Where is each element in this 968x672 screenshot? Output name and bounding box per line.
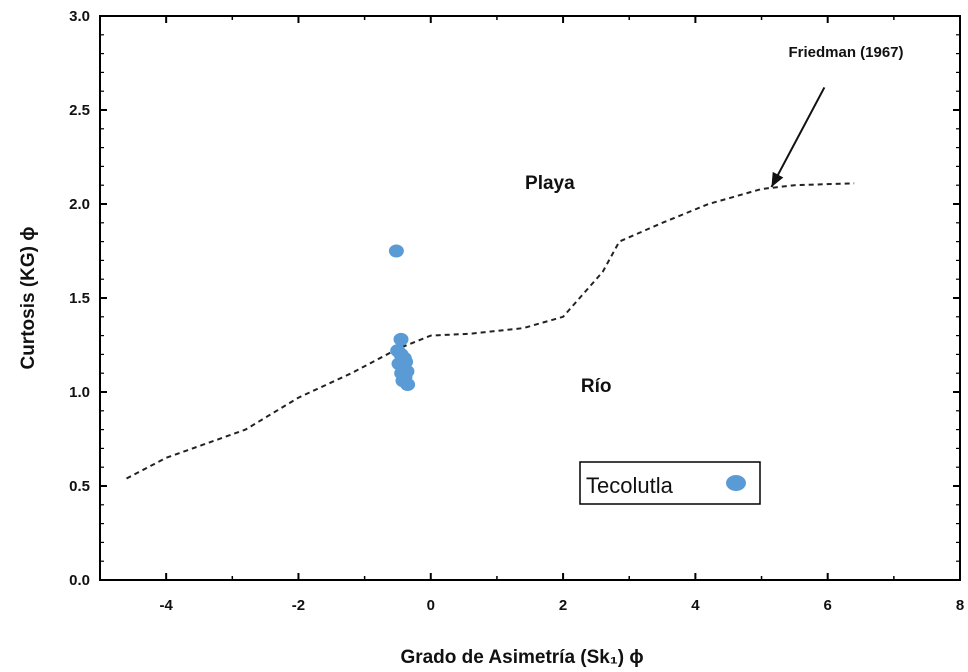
region-label-ro: Río [581,376,612,397]
annotation-arrow-head [771,171,784,188]
data-point [400,377,416,391]
boundary-polyline [126,182,855,480]
data-point [388,244,404,258]
annotation-arrow-shaft [770,86,826,188]
y-tick-label: 3.0 [69,8,90,25]
annotation-label: Friedman (1967) [788,44,903,61]
y-tick-label: 1.5 [69,290,90,307]
x-tick-label: 4 [691,597,700,614]
axes: -4 -2 0 2 4 6 8 0.0 0.5 1.0 1.5 2.0 2.5 3.0 Grado de A… [18,8,964,668]
data-point [393,332,409,346]
region-label-playa: Playa [525,173,575,194]
x-tick-label: -2 [292,597,305,614]
legend: Tecolutla [579,461,761,505]
x-tick-label: 8 [956,597,964,614]
plot-frame [99,15,961,581]
chart-labels: Playa Río Friedman (1967) [525,44,904,397]
data-points [388,244,416,391]
legend-label: Tecolutla [586,473,674,498]
y-tick-label: 2.5 [69,102,90,119]
y-tick-label: 0.0 [69,572,90,589]
y-tick-label: 1.0 [69,384,90,401]
x-axis-title: Grado de Asimetría (Sk₁) ϕ [400,647,643,668]
y-tick-label: 0.5 [69,478,90,495]
x-tick-label: 2 [559,597,567,614]
x-tick-label: 0 [427,597,435,614]
y-tick-label: 2.0 [69,196,90,213]
legend-marker [726,475,746,491]
x-tick-label: 6 [824,597,832,614]
y-axis-title: Curtosis (KG) ϕ [18,226,39,369]
friedman-boundary-line [126,182,855,480]
x-tick-label: -4 [159,597,173,614]
